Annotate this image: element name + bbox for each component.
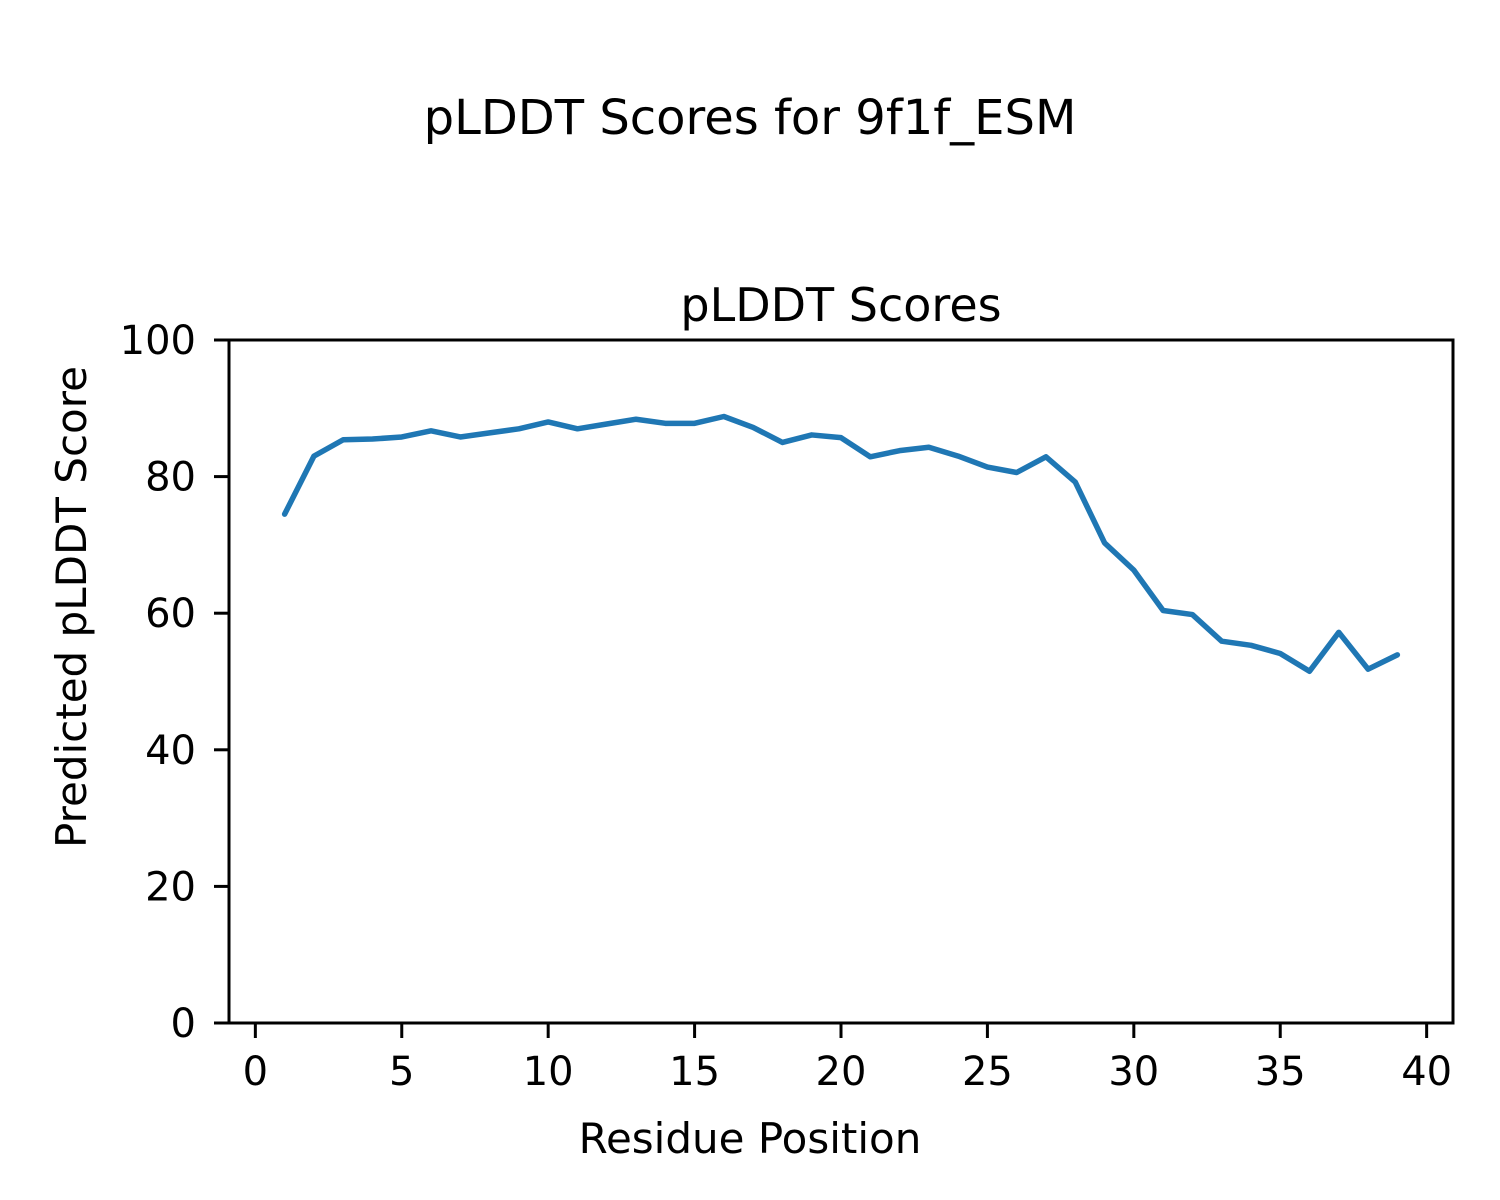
y-tick-label: 80 [145, 455, 196, 501]
y-tick-label: 0 [171, 1001, 196, 1047]
y-tick-label: 60 [145, 591, 196, 637]
y-tick-label: 40 [145, 728, 196, 774]
x-tick-label: 35 [1255, 1049, 1306, 1095]
x-tick-label: 15 [669, 1049, 720, 1095]
x-tick-label: 20 [816, 1049, 867, 1095]
y-tick-label: 20 [145, 864, 196, 910]
plddt-line [281, 413, 1401, 675]
x-axis-label: Residue Position [578, 1114, 922, 1163]
x-tick-label: 5 [389, 1049, 414, 1095]
y-tick-label: 100 [120, 318, 196, 364]
x-tick-label: 40 [1401, 1049, 1452, 1095]
x-tick-label: 0 [243, 1049, 268, 1095]
figure-title: pLDDT Scores for 9f1f_ESM [423, 90, 1077, 146]
x-tick-label: 25 [962, 1049, 1013, 1095]
x-tick-label: 30 [1108, 1049, 1159, 1095]
axes-title: pLDDT Scores [680, 278, 1002, 332]
x-tick-label: 10 [523, 1049, 574, 1095]
plot-border [227, 338, 1455, 1025]
